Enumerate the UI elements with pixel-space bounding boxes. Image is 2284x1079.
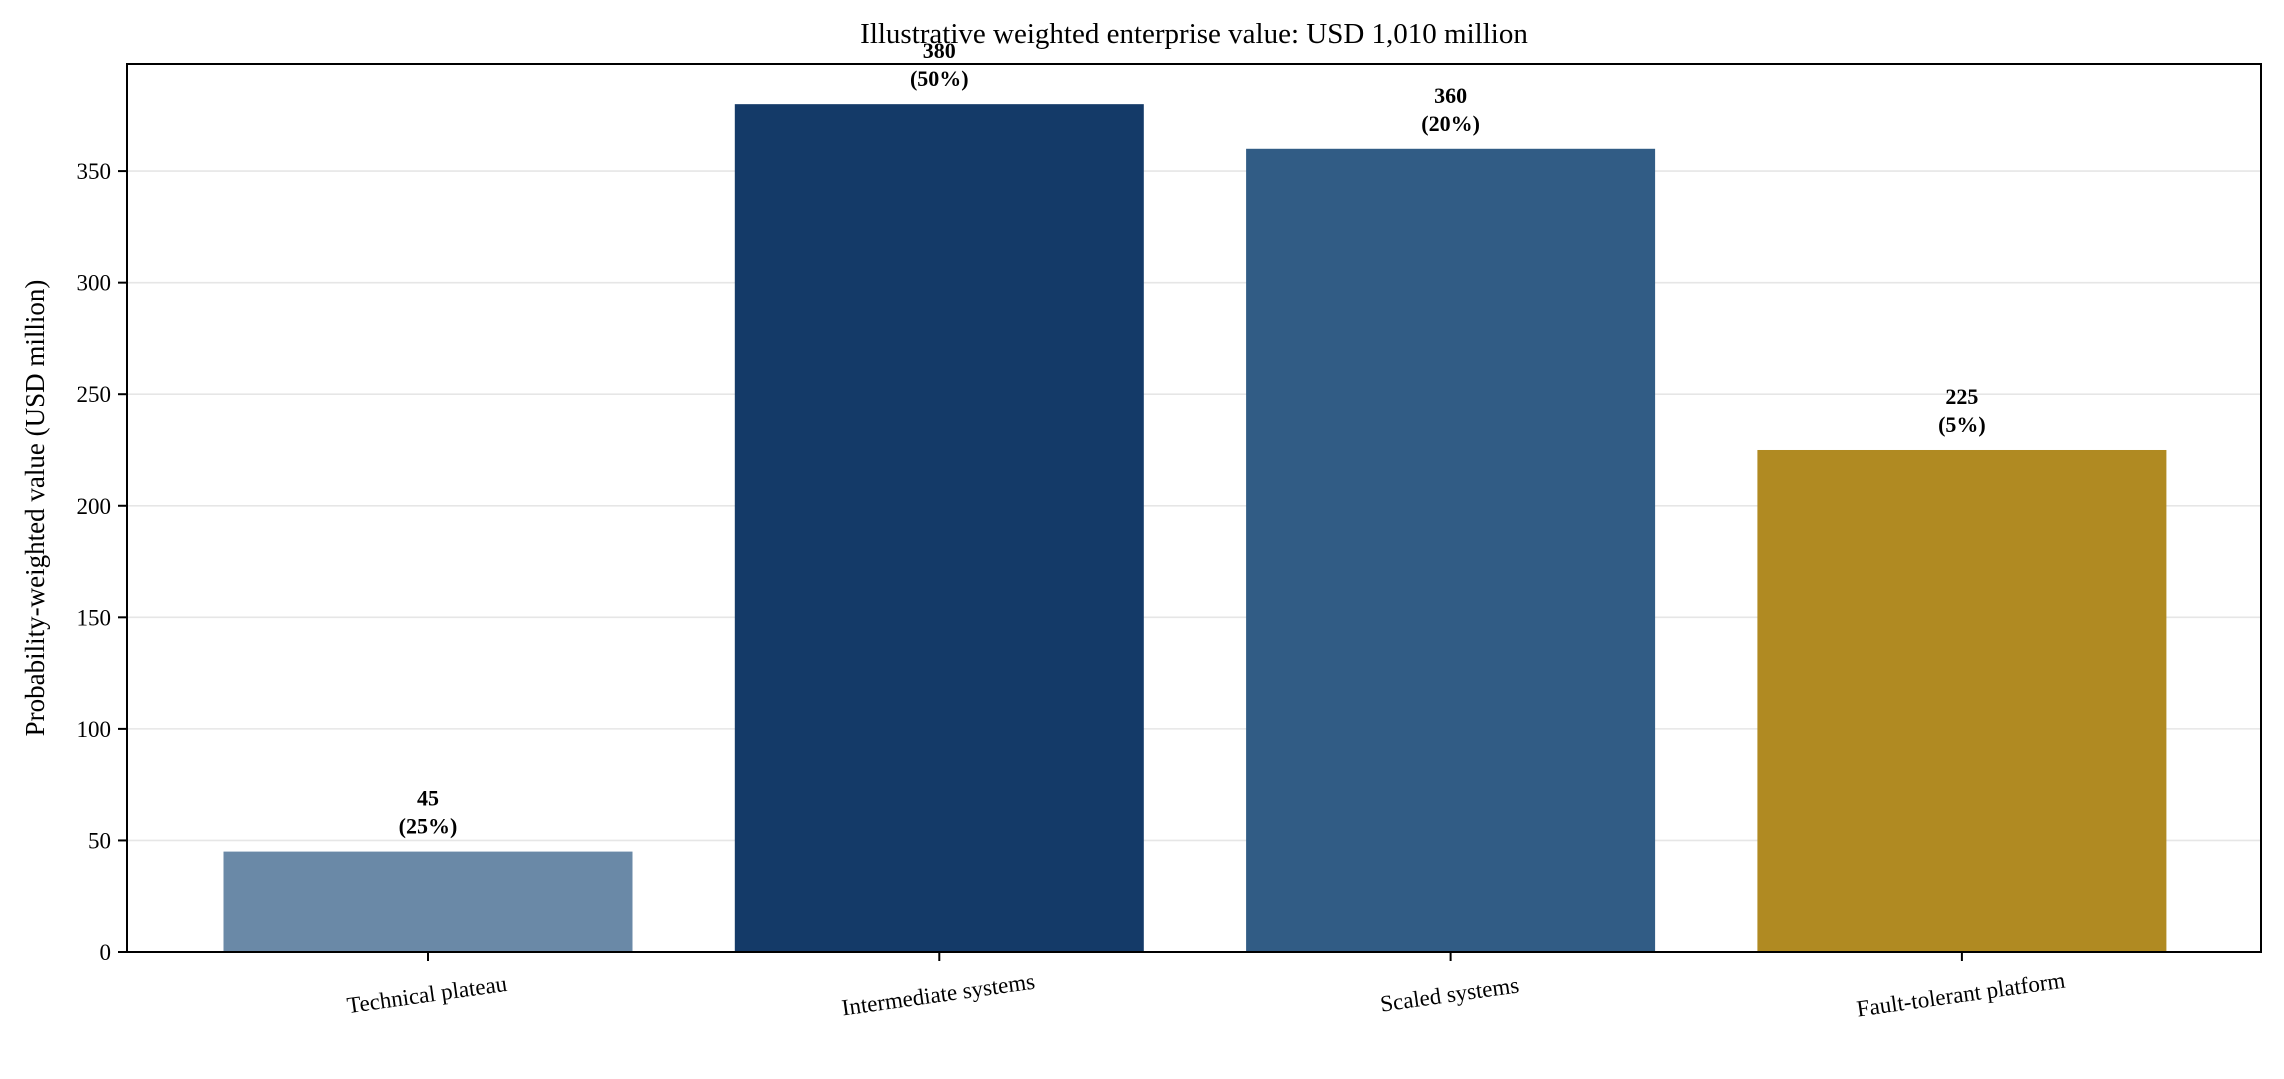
plot-frame [126,63,2262,953]
data-label-probability: (20%) [1421,111,1480,136]
x-tick-label: Technical plateau [345,971,509,1018]
gridlines [127,170,2261,842]
y-tick-label: 300 [77,271,112,296]
data-label-value: 225 [1945,384,1978,409]
y-tick-label: 100 [77,717,112,742]
data-labels: 45 (25%) 380 (50%) 360 (20%) 225 (5%) [399,38,1986,838]
x-tick-label: Intermediate systems [840,969,1036,1021]
bars [223,104,2167,952]
y-axis-label: Probability-weighted value (USD million) [20,280,50,737]
chart-title: Illustrative weighted enterprise value: … [860,18,1528,50]
y-tick-label: 250 [77,382,112,407]
data-label-probability: (25%) [399,814,458,839]
y-tick-label: 150 [77,605,112,630]
data-label-value: 380 [923,38,956,63]
data-label-value: 45 [417,786,439,811]
bar-technical-plateau [223,851,633,952]
y-tick-label: 350 [77,159,112,184]
data-label-value: 360 [1434,83,1467,108]
bar-fault-tolerant-platform [1757,449,2167,952]
y-tick-label: 200 [77,494,112,519]
data-label-probability: (5%) [1938,412,1986,437]
data-label-probability: (50%) [910,66,969,91]
bar-scaled-systems [1246,148,1656,952]
x-axis: Technical plateau Intermediate systems Sca… [345,952,2067,1022]
bar-intermediate-systems [734,104,1144,952]
x-tick-label: Scaled systems [1379,972,1521,1016]
x-tick-label: Fault-tolerant platform [1855,968,2067,1022]
y-tick-label: 50 [88,828,111,853]
y-axis: 0 50 100 150 200 250 300 350 [77,159,127,965]
y-tick-label: 0 [100,940,112,965]
